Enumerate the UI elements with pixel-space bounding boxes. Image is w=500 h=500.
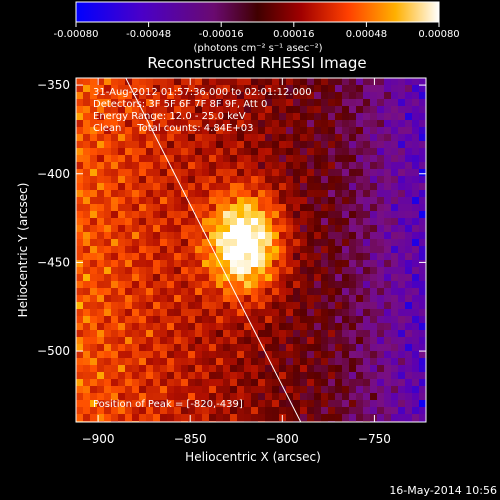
colorbar-ticks: -0.00080 -0.00048 -0.00016 0.00016 0.00048 0.… — [54, 22, 460, 40]
colorbar-tick-label: 0.00016 — [273, 29, 314, 40]
x-tick-label: −850 — [174, 432, 207, 446]
y-axis-label: Heliocentric Y (arcsec) — [16, 183, 30, 318]
annotation-detectors: Detectors: 3F 5F 6F 7F 8F 9F, Att 0 — [93, 99, 267, 110]
colorbar — [75, 1, 440, 23]
annotation-energy-range: Energy Range: 12.0 - 25.0 keV — [93, 111, 246, 122]
plot-frame — [75, 77, 427, 423]
chart-title: Reconstructed RHESSI Image — [147, 54, 366, 72]
footer-timestamp: 16-May-2014 10:56 — [389, 484, 497, 497]
y-tick-label: −450 — [37, 255, 70, 269]
x-tick-label: −800 — [266, 432, 299, 446]
x-axis-label: Heliocentric X (arcsec) — [185, 450, 321, 464]
colorbar-tick-label: 0.00080 — [418, 29, 459, 40]
colorbar-tick-label: 0.00048 — [346, 29, 387, 40]
x-tick-label: −750 — [358, 432, 391, 446]
annotation-time-range: 31-Aug-2012 01:57:36.000 to 02:01:12.000 — [93, 87, 312, 98]
y-axis-ticks: −350 −400 −450 −500 — [37, 78, 426, 358]
y-tick-label: −350 — [37, 78, 70, 92]
x-axis-ticks: −900 −850 −800 −750 — [82, 78, 391, 446]
x-tick-label: −900 — [82, 432, 115, 446]
y-tick-label: −500 — [37, 344, 70, 358]
solar-limb-line — [125, 78, 302, 422]
colorbar-unit-label: (photons cm⁻² s⁻¹ asec⁻²) — [193, 43, 322, 54]
colorbar-tick-label: -0.00016 — [199, 29, 244, 40]
colorbar-tick-label: -0.00080 — [54, 29, 99, 40]
annotation-total-counts: Clean Total counts: 4.84E+03 — [93, 123, 253, 134]
heatmap-image — [76, 78, 426, 422]
peak-position-label: Position of Peak = [-820,-439] — [93, 399, 243, 410]
y-tick-label: −400 — [37, 167, 70, 181]
colorbar-tick-label: -0.00048 — [126, 29, 171, 40]
